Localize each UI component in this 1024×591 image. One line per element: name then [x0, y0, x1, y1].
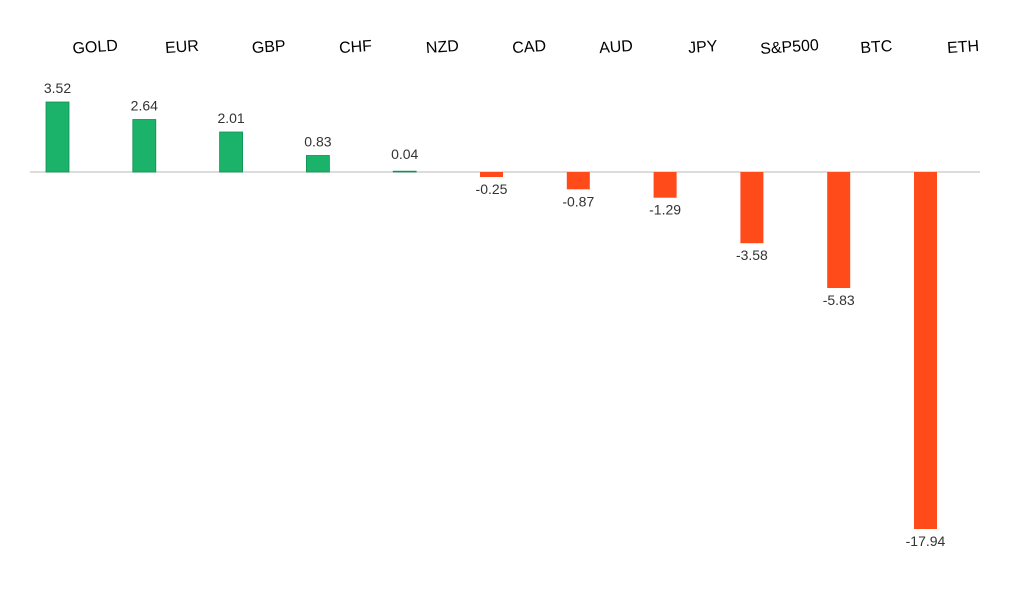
category-label-cad: CAD: [512, 38, 547, 57]
bar-eur: [132, 119, 157, 173]
category-label-sandp500: S&P500: [760, 37, 820, 58]
value-label-gbp: 2.01: [217, 110, 244, 126]
value-label-aud: -0.87: [562, 193, 594, 209]
category-label-aud: AUD: [599, 38, 634, 57]
bar-gold: [45, 101, 70, 173]
value-label-eur: 2.64: [131, 98, 158, 114]
bar-chf: [305, 155, 330, 173]
category-labels: GOLD EUR GBP CHF NZD CAD AUD JPY S&P500 BTC ETH: [72, 37, 980, 58]
bar-gbp: [219, 131, 244, 173]
value-label-jpy: -1.29: [649, 202, 681, 218]
bar-eth: [914, 172, 937, 529]
value-labels: 3.52 2.64 2.01 0.83 0.04 -0.25 -0.87 -1.29 -3.58…: [44, 80, 946, 549]
value-label-nzd: 0.04: [391, 146, 418, 162]
category-label-chf: CHF: [339, 38, 373, 57]
bar-nzd: [392, 170, 417, 173]
value-label-btc: -5.83: [823, 292, 855, 308]
bar-jpy: [653, 172, 677, 198]
category-label-eur: EUR: [165, 38, 200, 57]
value-label-eth: -17.94: [906, 533, 946, 549]
bar-aud: [566, 172, 590, 190]
value-label-gold: 3.52: [44, 80, 71, 96]
bar-btc: [827, 172, 851, 288]
category-label-gbp: GBP: [251, 38, 286, 57]
bar-group: [45, 101, 937, 529]
bar-cad: [480, 172, 503, 177]
category-label-eth: ETH: [947, 38, 980, 57]
value-label-chf: 0.83: [304, 134, 331, 150]
category-label-gold: GOLD: [72, 37, 118, 57]
category-label-jpy: JPY: [688, 38, 719, 57]
category-label-btc: BTC: [860, 38, 893, 57]
bar-sandp500: [740, 172, 764, 244]
value-label-cad: -0.25: [476, 181, 508, 197]
value-label-sandp500: -3.58: [736, 247, 768, 263]
category-label-nzd: NZD: [425, 38, 459, 57]
